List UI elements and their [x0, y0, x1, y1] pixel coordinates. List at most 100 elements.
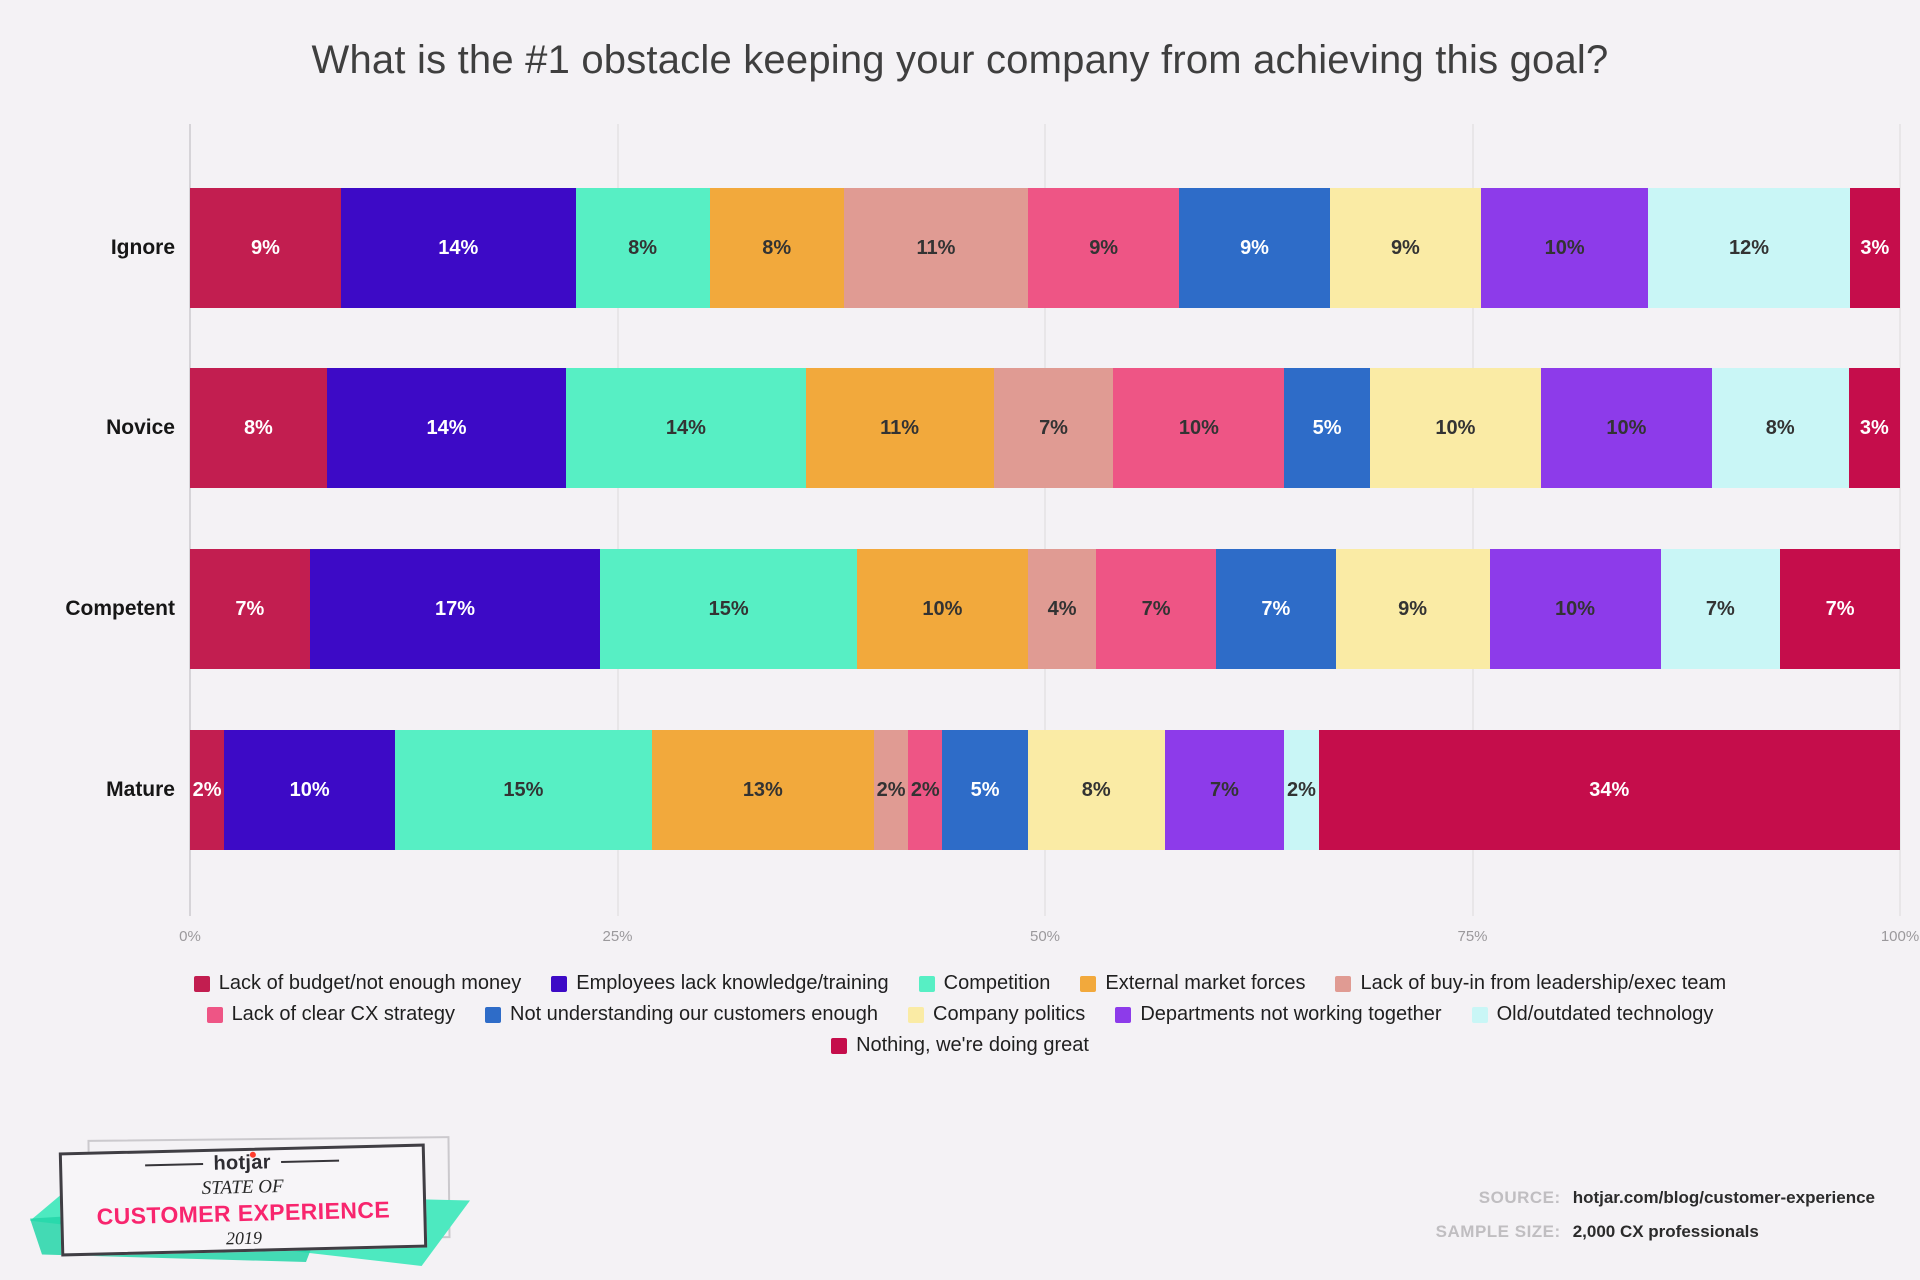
bar-segment[interactable]: 14% [326, 368, 567, 488]
legend-item[interactable]: Lack of budget/not enough money [193, 972, 522, 995]
bar-segment[interactable]: 3% [1849, 188, 1900, 308]
gridline [189, 124, 191, 916]
gridline [1899, 124, 1901, 916]
bar-segment[interactable]: 9% [1329, 188, 1481, 308]
badge-box: hotjar STATE OF CUSTOMER EXPERIENCE 2019 [58, 1143, 428, 1257]
legend-label: Lack of clear CX strategy [231, 1003, 455, 1025]
x-tick-label: 50% [1029, 928, 1061, 945]
bar-segment[interactable]: 15% [395, 730, 652, 850]
category-label: Novice [106, 416, 175, 439]
bar-row-competent: Competent 7% 17% 15% 10% 4% 7% 7% 9% 10% 7% 7% [65, 549, 1900, 669]
bar-segment[interactable]: 14% [566, 368, 806, 488]
bar-segment[interactable]: 11% [843, 188, 1029, 308]
legend-swatch [193, 975, 210, 992]
bar-segment[interactable]: 14% [340, 188, 576, 308]
bar-segment[interactable]: 10% [1369, 368, 1541, 488]
gridline [617, 124, 618, 916]
legend-item[interactable]: Employees lack knowledge/training [551, 972, 889, 995]
bar-segment[interactable]: 2% [1284, 730, 1319, 850]
logo-rule-right [280, 1159, 339, 1164]
legend-swatch [1115, 1006, 1132, 1023]
bar-segment[interactable]: 9% [190, 188, 341, 308]
legend-label: Lack of buy-in from leadership/exec team [1360, 972, 1727, 994]
x-tick-label: 75% [1457, 928, 1488, 945]
bar-segment[interactable]: 7% [190, 549, 310, 669]
bar-segment[interactable]: 8% [1711, 368, 1849, 488]
bar-segment[interactable]: 10% [856, 549, 1028, 669]
legend-swatch [918, 975, 935, 992]
bar-segment[interactable]: 7% [1164, 730, 1285, 850]
category-label: Mature [106, 778, 175, 801]
legend-swatch [206, 1006, 223, 1023]
bar-segment[interactable]: 5% [942, 730, 1028, 850]
source-value[interactable]: hotjar.com/blog/customer-experience [1572, 1188, 1875, 1207]
bar-segment[interactable]: 15% [600, 549, 857, 669]
x-tick-label: 25% [602, 928, 633, 945]
bar-segment[interactable]: 7% [1660, 549, 1781, 669]
legend-label: Departments not working together [1140, 1003, 1442, 1025]
legend-label: Not understanding our customers enough [510, 1003, 879, 1025]
legend-item[interactable]: Not understanding our customers enough [485, 1003, 878, 1026]
bar-segment[interactable]: 34% [1318, 730, 1900, 850]
logo-rule-left [145, 1162, 204, 1167]
hotjar-logo: hotjar [213, 1150, 272, 1175]
bar-segment[interactable]: 8% [190, 368, 327, 488]
bar-segment[interactable]: 10% [1489, 549, 1661, 669]
bar-segment[interactable]: 10% [1113, 368, 1285, 488]
x-tick-label: 100% [1880, 928, 1920, 945]
bar-segment[interactable]: 2% [873, 730, 909, 850]
legend-swatch [831, 1037, 848, 1054]
category-label: Competent [65, 597, 175, 620]
legend-item[interactable]: Departments not working together [1115, 1003, 1442, 1026]
category-label: Ignore [110, 236, 175, 259]
badge-customer-experience: CUSTOMER EXPERIENCE [96, 1195, 391, 1230]
legend-swatch [1335, 975, 1352, 992]
bar-segment[interactable]: 17% [309, 549, 601, 669]
bar-track: 8% 14% 14% 11% 7% 10% 5% 10% 10% 8% 3% [190, 368, 1900, 488]
bar-segment[interactable]: 10% [1540, 368, 1712, 488]
bar-segment[interactable]: 5% [1284, 368, 1370, 488]
bar-row-novice: Novice 8% 14% 14% 11% 7% 10% 5% 10% 10% 8% 3% [106, 368, 1900, 488]
bar-segment[interactable]: 2% [908, 730, 943, 850]
legend-swatch [908, 1006, 925, 1023]
bar-rows: Ignore 9% 14% 8% 8% 11% 9% 9% 9% 10% 12% 3% Novice 8%… [65, 124, 1900, 916]
legend-item[interactable]: Nothing, we're doing great [831, 1034, 1089, 1057]
bar-segment[interactable]: 13% [651, 730, 874, 850]
bar-segment[interactable]: 9% [1335, 549, 1490, 669]
legend-swatch [1471, 1006, 1488, 1023]
bar-segment[interactable]: 8% [709, 188, 844, 308]
bar-segment[interactable]: 7% [993, 368, 1114, 488]
bar-segment[interactable]: 8% [1027, 730, 1165, 850]
gridline [1472, 124, 1473, 916]
bar-segment[interactable]: 10% [224, 730, 396, 850]
legend-item[interactable]: External market forces [1080, 972, 1305, 995]
bar-segment[interactable]: 7% [1780, 549, 1900, 669]
gridlines: 0% 25% 50% 75% 100% [179, 124, 1919, 945]
legend-row: Lack of clear CX strategy Not understandi… [206, 1003, 1713, 1026]
legend-label: Competition [943, 972, 1051, 994]
hotjar-logo-row: hotjar [145, 1149, 339, 1177]
legend-label: Company politics [933, 1003, 1086, 1025]
legend-label: Lack of budget/not enough money [218, 972, 522, 994]
bar-segment[interactable]: 9% [1179, 188, 1330, 308]
bar-segment[interactable]: 3% [1848, 368, 1900, 488]
bar-segment[interactable]: 8% [575, 188, 710, 308]
bar-segment[interactable]: 7% [1215, 549, 1336, 669]
legend-item[interactable]: Lack of buy-in from leadership/exec team [1335, 972, 1726, 995]
legend-swatch [551, 975, 568, 992]
legend-item[interactable]: Old/outdated technology [1471, 1003, 1713, 1026]
legend-item[interactable]: Competition [918, 972, 1051, 995]
legend-label: Nothing, we're doing great [856, 1034, 1089, 1056]
bar-segment[interactable]: 9% [1028, 188, 1180, 308]
bar-segment[interactable]: 7% [1096, 549, 1216, 669]
bar-segment[interactable]: 11% [805, 368, 994, 488]
legend: Lack of budget/not enough money Employees… [0, 972, 1920, 1057]
bar-segment[interactable]: 10% [1480, 188, 1649, 308]
legend-item[interactable]: Lack of clear CX strategy [206, 1003, 455, 1026]
x-tick-label: 0% [179, 928, 201, 945]
bar-segment[interactable]: 12% [1648, 188, 1850, 308]
bar-segment[interactable]: 4% [1027, 549, 1097, 669]
legend-item[interactable]: Company politics [908, 1003, 1085, 1026]
legend-label: External market forces [1105, 972, 1306, 994]
bar-segment[interactable]: 2% [190, 730, 225, 850]
